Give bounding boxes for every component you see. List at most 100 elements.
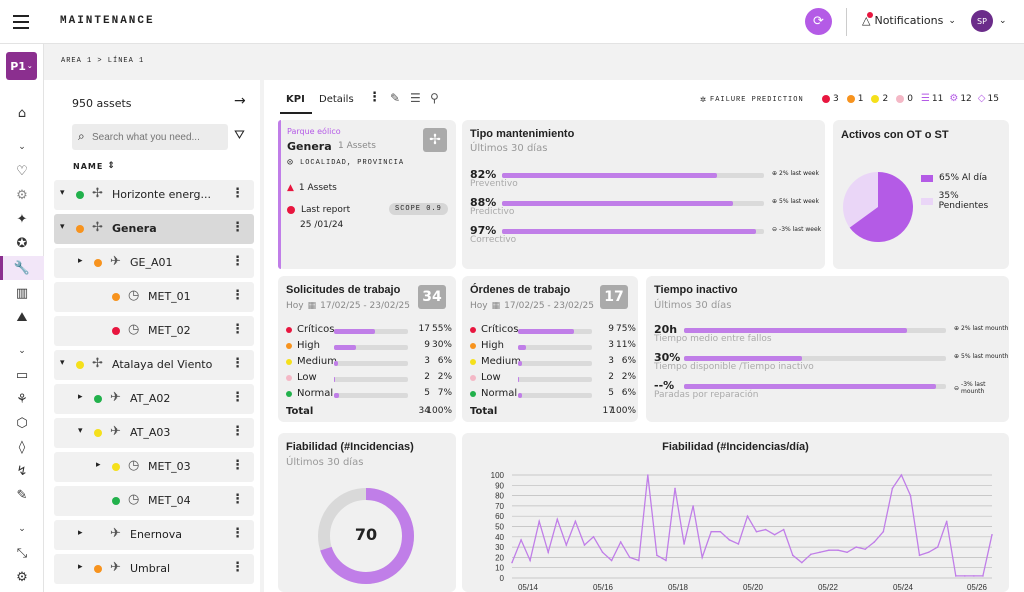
icon-count[interactable]: ⚙ 12 <box>949 93 971 104</box>
data-point <box>900 474 903 476</box>
chevron-down-icon[interactable]: ⌄ <box>18 524 26 534</box>
count-value: 15 <box>987 93 999 104</box>
more-options-icon[interactable]: ⋮ <box>231 526 244 541</box>
gear-icon[interactable]: ⚙ <box>16 569 28 585</box>
tab-details[interactable]: Details <box>319 94 354 105</box>
more-options-icon[interactable]: ⋮ <box>231 356 244 371</box>
filter-icon[interactable]: ⛛ <box>234 128 245 143</box>
priority-row[interactable]: Medium 3 6% <box>286 356 452 370</box>
data-point <box>692 505 694 507</box>
more-options-icon[interactable]: ⋮ <box>231 220 244 235</box>
caret-down-icon[interactable]: ▾ <box>60 358 65 368</box>
status-count[interactable]: 3 <box>822 94 839 104</box>
wrench-icon[interactable]: 🔧 <box>13 260 31 276</box>
failure-prediction[interactable]: ✲ FAILURE PREDICTION <box>700 94 804 106</box>
priority-row[interactable]: High 3 11% <box>470 340 636 354</box>
edit-icon[interactable]: ✎ <box>390 91 401 105</box>
pin-icon[interactable]: ⚲ <box>430 91 439 105</box>
caret-right-icon[interactable]: ▸ <box>78 392 83 402</box>
bar-chart-icon[interactable]: ▥ <box>15 285 29 301</box>
caret-down-icon[interactable]: ▾ <box>60 222 65 232</box>
more-options-icon[interactable]: ⋮ <box>231 458 244 473</box>
monitor-icon[interactable]: ▭ <box>15 367 29 383</box>
tab-kpi[interactable]: KPI <box>286 94 305 105</box>
more-options-icon[interactable]: ⋮ <box>368 90 381 105</box>
sync-button[interactable]: ⟳ <box>805 8 832 35</box>
priority-label: Normal <box>297 388 334 399</box>
priority-row[interactable]: Medium 3 6% <box>470 356 636 370</box>
tree-row[interactable]: ▾ ✢ Horizonte energ... ⋮ <box>54 180 254 210</box>
tree-row[interactable]: ◷ MET_04 ⋮ <box>54 486 254 516</box>
tree-row[interactable]: ▾ ✈ AT_A03 ⋮ <box>54 418 254 448</box>
search-box[interactable]: ⌕ <box>72 124 228 150</box>
y-tick-label: 50 <box>495 523 504 532</box>
priority-label: Críticos <box>481 324 519 335</box>
more-options-icon[interactable]: ⋮ <box>231 560 244 575</box>
sort-name-button[interactable]: NAME ⇕ <box>73 161 116 171</box>
priority-row[interactable]: Normal 5 7% <box>286 388 452 402</box>
map-icon[interactable]: ⛰ <box>16 309 28 325</box>
eraser-icon[interactable]: ✎ <box>16 487 28 503</box>
hamburger-icon[interactable] <box>13 15 29 29</box>
caret-right-icon[interactable]: ▸ <box>96 460 101 470</box>
tree-row[interactable]: ▾ ✢ Atalaya del Viento ⋮ <box>54 350 254 380</box>
caret-right-icon[interactable]: ▸ <box>78 256 83 266</box>
status-count[interactable]: 0 <box>896 94 913 104</box>
priority-row[interactable]: Críticos 17 55% <box>286 324 452 338</box>
priority-count: 5 <box>608 388 614 398</box>
chevron-down-icon[interactable]: ⌄ <box>18 346 26 356</box>
shield-icon[interactable]: ⬡ <box>16 415 28 431</box>
priority-fill <box>334 345 357 350</box>
notifications-button[interactable]: △ Notifications ⌄ <box>862 12 956 27</box>
more-options-icon[interactable]: ⋮ <box>231 322 244 337</box>
route-icon[interactable]: ↯ <box>16 463 28 479</box>
plant-selector[interactable]: P1 ⌄ <box>6 52 37 80</box>
chevron-down-icon[interactable]: ⌄ <box>18 142 26 152</box>
more-options-icon[interactable]: ⋮ <box>231 186 244 201</box>
sparkle-icon[interactable]: ✦ <box>16 211 28 227</box>
arrow-right-icon[interactable]: → <box>234 93 246 109</box>
more-options-icon[interactable]: ⋮ <box>231 390 244 405</box>
tree-row[interactable]: ▸ ✈ Umbral ⋮ <box>54 554 254 584</box>
data-point <box>601 551 604 554</box>
park-card[interactable]: Parque eólico Genera 1 Assets ✢ ⊙ LOCALID… <box>278 120 456 269</box>
more-options-icon[interactable]: ⋮ <box>231 492 244 507</box>
icon-count[interactable]: ☰ 11 <box>921 93 943 104</box>
tree-row[interactable]: ▸ ✈ Enernova ⋮ <box>54 520 254 550</box>
caret-down-icon[interactable]: ▾ <box>78 426 83 436</box>
home-icon[interactable]: ⌂ <box>17 105 27 121</box>
data-point <box>864 548 867 550</box>
settings-icon[interactable]: ⚙ <box>16 187 28 203</box>
tree-row[interactable]: ◷ MET_02 ⋮ <box>54 316 254 346</box>
more-options-icon[interactable]: ⋮ <box>231 424 244 439</box>
tree-row[interactable]: ◷ MET_01 ⋮ <box>54 282 254 312</box>
heart-pulse-icon[interactable]: ♡ <box>16 163 28 179</box>
award-icon[interactable]: ✪ <box>16 235 28 251</box>
more-options-icon[interactable]: ⋮ <box>231 288 244 303</box>
caret-right-icon[interactable]: ▸ <box>78 562 83 572</box>
tree-row[interactable]: ▸ ✈ GE_A01 ⋮ <box>54 248 254 278</box>
search-input[interactable] <box>92 128 224 146</box>
tree-row[interactable]: ▾ ✢ Genera ⋮ <box>54 214 254 244</box>
caret-down-icon[interactable]: ▾ <box>60 188 65 198</box>
tree-row[interactable]: ▸ ◷ MET_03 ⋮ <box>54 452 254 482</box>
status-count[interactable]: 2 <box>871 94 888 104</box>
breadcrumb[interactable]: AREA 1 > LÍNEA 1 <box>61 57 145 65</box>
leaf-icon[interactable]: ⚘ <box>16 391 28 407</box>
total-label: Total <box>286 406 314 417</box>
priority-row[interactable]: High 9 30% <box>286 340 452 354</box>
icon-count[interactable]: ◇ 15 <box>978 93 999 104</box>
priority-row[interactable]: Críticos 9 75% <box>470 324 636 338</box>
collapse-icon[interactable]: ⤡ <box>16 545 28 561</box>
more-options-icon[interactable]: ⋮ <box>231 254 244 269</box>
user-menu[interactable]: SP ⌄ <box>971 10 1007 32</box>
drop-icon[interactable]: ◊ <box>18 439 26 455</box>
network-icon: ⚙ <box>949 93 959 104</box>
caret-right-icon[interactable]: ▸ <box>78 528 83 538</box>
tree-row[interactable]: ▸ ✈ AT_A02 ⋮ <box>54 384 254 414</box>
priority-row[interactable]: Low 2 2% <box>470 372 636 386</box>
priority-row[interactable]: Low 2 2% <box>286 372 452 386</box>
priority-row[interactable]: Normal 5 6% <box>470 388 636 402</box>
database-icon[interactable]: ☰ <box>410 91 421 105</box>
status-count[interactable]: 1 <box>846 94 863 104</box>
